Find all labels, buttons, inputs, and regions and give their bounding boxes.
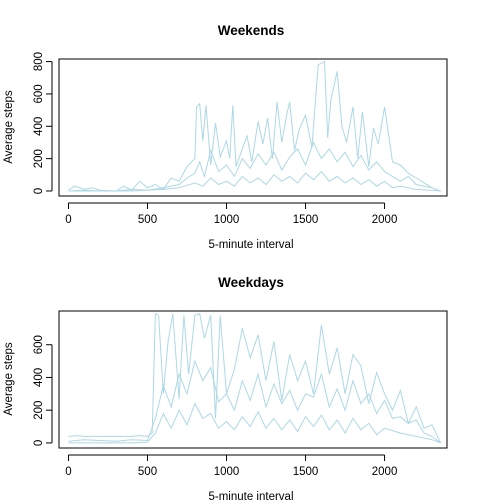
x-tick-label: 0 [65, 466, 71, 478]
y-tick-label: 0 [33, 188, 45, 194]
series-line-1 [68, 60, 441, 192]
x-tick-label: 0 [65, 214, 71, 226]
y-tick-label: 200 [33, 401, 45, 420]
y-tick-label: 200 [33, 149, 45, 168]
y-tick-label: 400 [33, 368, 45, 387]
x-axis: 0 500 1000 1500 2000 [65, 454, 398, 478]
series-line-3 [68, 402, 441, 444]
y-tick-label: 400 [33, 117, 45, 136]
x-tick-label: 500 [138, 214, 157, 226]
x-tick-label: 2000 [372, 466, 398, 478]
y-axis: 0 200 400 600 800 [33, 52, 53, 194]
x-tick-label: 1500 [293, 214, 319, 226]
series-lines [68, 312, 442, 444]
series-lines [68, 60, 441, 192]
series-line-2 [68, 141, 441, 192]
y-tick-label: 600 [33, 335, 45, 354]
y-axis-label: Average steps [3, 342, 15, 416]
x-tick-label: 2000 [372, 214, 398, 226]
y-tick-label: 800 [33, 52, 45, 71]
x-axis: 0 500 1000 1500 2000 [65, 202, 398, 226]
series-line-2 [68, 359, 441, 444]
plot-frame [58, 310, 448, 449]
x-axis-label: 5-minute interval [208, 239, 293, 251]
weekdays-panel: Weekdays 0 500 1000 1500 2000 0 200 400 600 5-m… [3, 275, 448, 503]
plot-frame [58, 58, 448, 197]
x-tick-label: 500 [138, 466, 157, 478]
y-tick-label: 0 [33, 440, 45, 446]
x-tick-label: 1000 [214, 466, 240, 478]
x-tick-label: 1500 [293, 466, 319, 478]
series-line-3 [68, 170, 441, 192]
y-tick-label: 600 [33, 84, 45, 103]
weekends-panel: Weekends 0 500 1000 1500 2000 0200400600800 … [3, 23, 448, 251]
x-axis-label: 5-minute interval [208, 491, 293, 503]
y-axis-label: Average steps [3, 90, 15, 164]
y-axis: 0 200 400 600 [33, 335, 53, 446]
x-tick-label: 1000 [214, 214, 240, 226]
chart-title: Weekdays [218, 275, 284, 290]
chart-title: Weekends [218, 23, 285, 38]
series-line-1 [68, 312, 442, 444]
